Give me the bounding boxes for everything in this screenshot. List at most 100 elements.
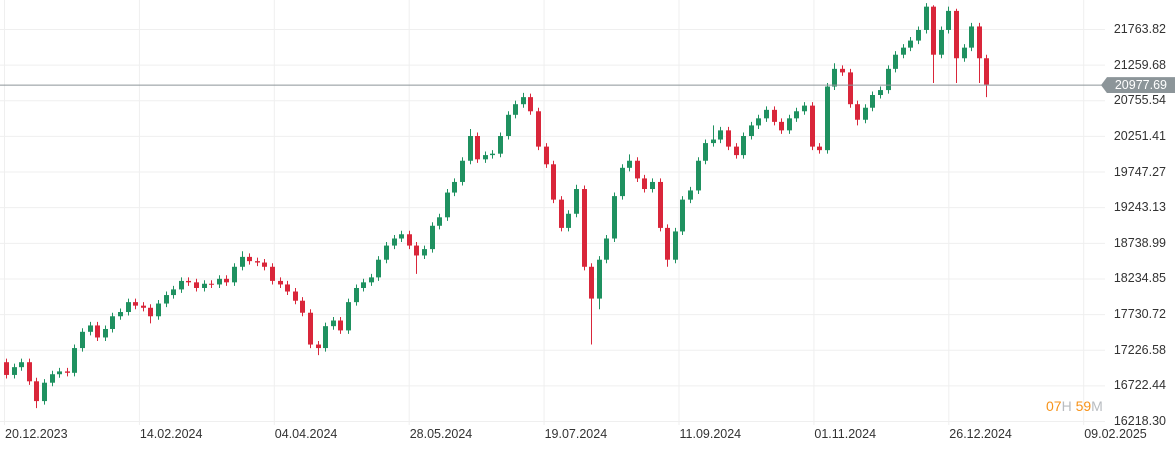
candle-down: [642, 178, 647, 190]
x-tick-label: 04.04.2024: [274, 427, 338, 441]
candle-up: [962, 47, 967, 59]
candle-up: [50, 374, 55, 383]
candle-up: [460, 160, 465, 182]
candle-up: [756, 118, 761, 126]
candle-down: [855, 104, 860, 120]
candle-up: [673, 231, 678, 260]
candle-up: [832, 68, 837, 87]
candle-down: [285, 284, 290, 292]
candle-up: [369, 277, 374, 283]
candle-up: [566, 213, 571, 228]
candle-down: [293, 291, 298, 301]
candle-up: [422, 249, 427, 256]
candle-up: [749, 125, 754, 137]
x-tick-label: 20.12.2023: [5, 427, 68, 441]
candle-up: [703, 143, 708, 161]
candle-down: [278, 280, 283, 285]
candle-up: [946, 10, 951, 30]
candle-up: [323, 326, 328, 349]
candle-up: [217, 278, 222, 285]
candle-down: [414, 245, 419, 256]
candle-up: [627, 160, 632, 168]
candle-up: [916, 29, 921, 41]
candle-up: [171, 289, 176, 296]
candle-down: [559, 199, 564, 228]
y-tick-label: 16722.44: [1113, 378, 1166, 393]
candle-up: [711, 139, 716, 144]
candle-up: [118, 312, 123, 317]
y-tick-label: 18738.99: [1113, 235, 1166, 250]
candle-up: [870, 95, 875, 108]
x-tick-label: 11.09.2024: [679, 427, 742, 441]
candle-up: [490, 153, 495, 156]
candle-up: [468, 136, 473, 161]
candle-up: [506, 114, 511, 137]
y-tick-label: 17730.72: [1113, 307, 1166, 322]
y-tick-label: 18234.85: [1113, 271, 1166, 286]
candle-up: [612, 196, 617, 239]
candle-up: [354, 287, 359, 303]
x-tick-label: 09.02.2025: [1084, 427, 1147, 441]
y-tick-label: 19747.27: [1113, 164, 1166, 179]
candle-up: [718, 130, 723, 140]
candle-down: [255, 261, 260, 263]
candle-down: [194, 282, 199, 288]
candle-up: [794, 111, 799, 119]
candle-up: [604, 238, 609, 260]
x-tick-label: 14.02.2024: [139, 427, 203, 441]
candle-up: [878, 90, 883, 96]
candle-up: [597, 259, 602, 299]
candle-up: [437, 217, 442, 226]
last-price-tag: 20977.69: [1101, 77, 1175, 94]
countdown-hours: 07: [1046, 398, 1062, 414]
candle-down: [658, 181, 663, 228]
candle-up: [680, 199, 685, 232]
candle-up: [103, 328, 108, 338]
candle-down: [270, 266, 275, 281]
candle-down: [984, 58, 989, 85]
candle-down: [407, 234, 412, 246]
y-tick-label: 19243.13: [1113, 200, 1166, 215]
candle-up: [19, 362, 24, 368]
candle-down: [247, 256, 252, 262]
y-tick-label: 17226.58: [1113, 342, 1166, 357]
candle-up: [650, 181, 655, 190]
candle-down: [726, 130, 731, 147]
candle-down: [224, 278, 229, 283]
candle-down: [27, 362, 32, 382]
candle-down: [186, 280, 191, 283]
candle-down: [133, 302, 138, 306]
candle-down: [65, 371, 70, 373]
candle-up: [42, 382, 47, 402]
candle-down: [544, 146, 549, 165]
candle-up: [110, 316, 115, 329]
candle-up: [430, 225, 435, 250]
candle-down: [772, 109, 777, 122]
countdown-minutes-unit: M: [1091, 398, 1103, 414]
candle-up: [126, 302, 131, 313]
candle-down: [308, 312, 313, 345]
candle-down: [536, 111, 541, 147]
candle-down: [665, 227, 670, 260]
candle-up: [969, 26, 974, 48]
candle-up: [787, 118, 792, 131]
candle-down: [734, 146, 739, 156]
y-tick-label: 21763.82: [1113, 22, 1166, 36]
candle-up: [764, 109, 769, 119]
x-tick-label: 19.07.2024: [544, 427, 608, 441]
candle-down: [34, 381, 39, 402]
candle-up: [57, 371, 62, 375]
candle-up: [164, 295, 169, 304]
candle-up: [202, 283, 207, 288]
candle-down: [209, 283, 214, 285]
candle-up: [88, 325, 93, 332]
candle-up: [901, 47, 906, 55]
candle-up: [346, 302, 351, 331]
candle-up: [232, 266, 237, 283]
candle-up: [893, 54, 898, 69]
candle-countdown: 07H 59M: [1046, 398, 1103, 414]
candle-down: [931, 6, 936, 55]
candle-up: [331, 320, 336, 327]
candle-up: [240, 256, 245, 267]
